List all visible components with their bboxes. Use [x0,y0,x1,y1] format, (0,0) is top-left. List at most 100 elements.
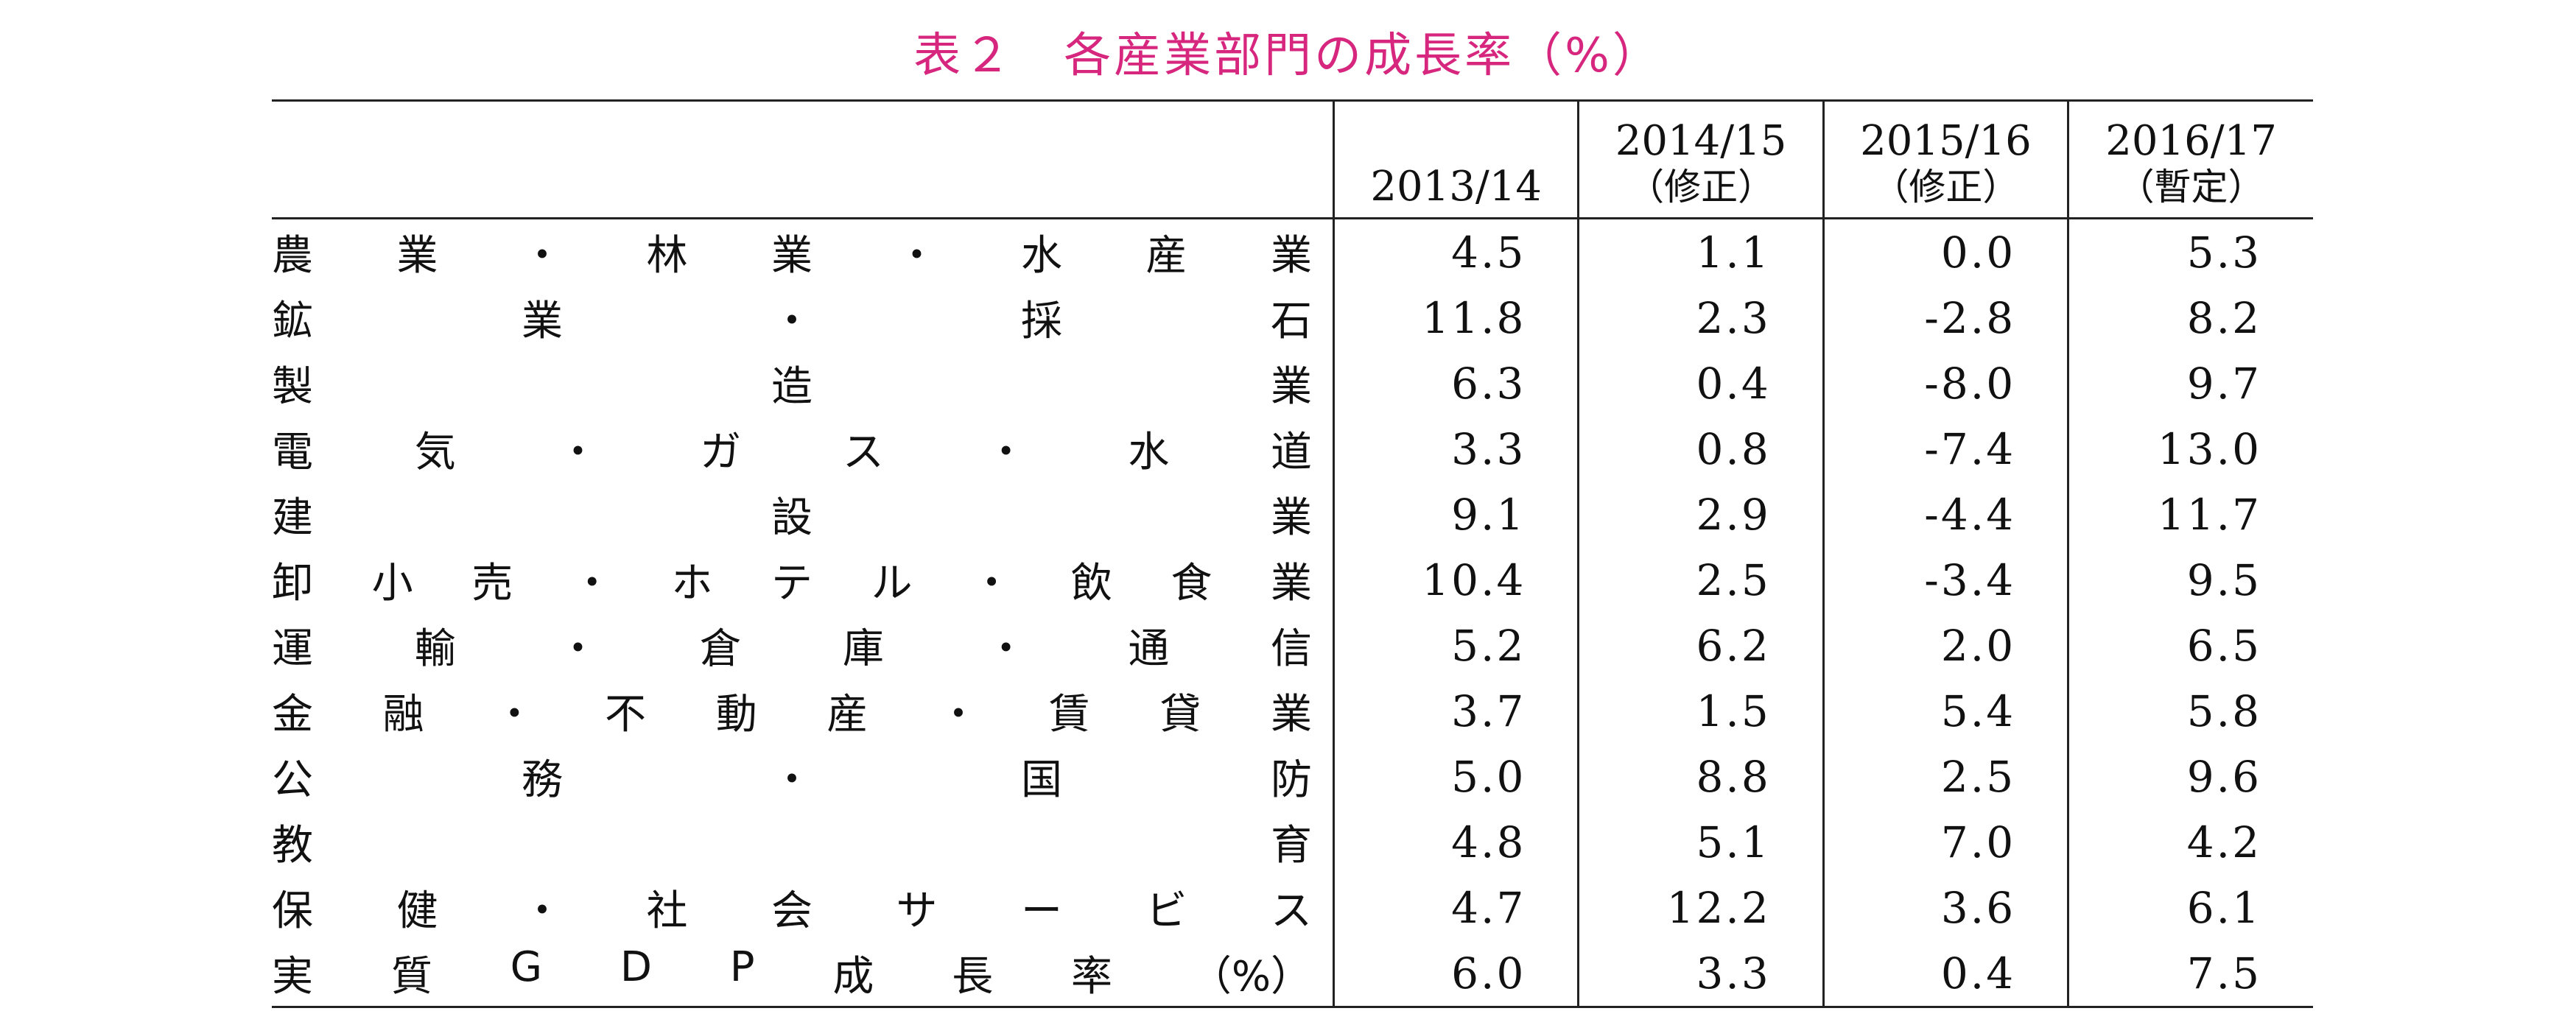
table-row: 農業・林業・水産業 4.5 1.1 0.0 5.3 [272,218,2313,286]
row-label: 卸小売・ホテル・飲食業 [272,547,1334,613]
value-cell: 9.5 [2067,547,2313,613]
value-cell: 9.7 [2067,350,2313,416]
value-cell: 6.3 [1333,350,1579,416]
row-label: 鉱業・採石 [272,285,1334,350]
column-note: （修正） [1872,166,2020,208]
row-label: 電気・ガス・水道 [272,416,1334,482]
column-header-2013-14: 2013/14 [1333,99,1579,219]
value-cell: 1.5 [1577,678,1824,744]
value-cell: -2.8 [1822,285,2068,350]
value-cell: 13.0 [2067,416,2313,482]
value-cell: -7.4 [1822,416,2068,482]
row-label-text: 保健・社会サービス [272,887,1312,935]
row-label: 建設業 [272,482,1334,547]
value-cell: 2.5 [1577,547,1824,613]
column-year: 2016/17 [2105,117,2277,165]
table-row: 保健・社会サービス 4.7 12.2 3.6 6.1 [272,875,2313,940]
table-row: 建設業 9.1 2.9 -4.4 11.7 [272,482,2313,547]
row-label: 保健・社会サービス [272,875,1334,940]
row-label-text: 卸小売・ホテル・飲食業 [272,560,1312,607]
growth-rate-table: 2013/14 2014/15 （修正） 2015/16 （修正） 2016/1… [272,99,2313,1008]
table-row: 卸小売・ホテル・飲食業 10.4 2.5 -3.4 9.5 [272,547,2313,613]
value-cell: -8.0 [1822,350,2068,416]
column-note: （修正） [1627,166,1775,208]
column-header-2016-17: 2016/17 （暫定） [2067,99,2313,219]
row-label-text: 運輸・倉庫・通信 [272,625,1313,673]
value-cell: 9.1 [1333,482,1579,547]
row-label-text: 鉱業・採石 [272,297,1312,345]
value-cell: 5.3 [2067,218,2313,285]
table-row: 教育 4.8 5.1 7.0 4.2 [272,809,2313,875]
value-cell: 3.3 [1577,940,1824,1008]
table-row: 製造業 6.3 0.4 -8.0 9.7 [272,350,2313,416]
table-row: 公務・国防 5.0 8.8 2.5 9.6 [272,744,2313,809]
row-label-text: 教育 [272,822,1313,870]
value-cell: 2.0 [1822,613,2068,678]
row-label: 金融・不動産・賃貸業 [272,678,1334,744]
header-row: 2013/14 2014/15 （修正） 2015/16 （修正） 2016/1… [272,99,2313,219]
value-cell: 6.1 [2067,875,2313,940]
value-cell: 4.2 [2067,809,2313,875]
value-cell: 5.2 [1333,613,1579,678]
value-cell: 7.5 [2067,940,2313,1008]
value-cell: 11.8 [1333,285,1579,350]
column-year: 2014/15 [1615,117,1787,165]
value-cell: 2.5 [1822,744,2068,809]
row-label: 実質 G D P 成長率（%） [272,940,1334,1008]
value-cell: 8.2 [2067,285,2313,350]
value-cell: 11.7 [2067,482,2313,547]
row-label-text: 農業・林業・水産業 [272,232,1312,280]
table-body: 農業・林業・水産業 4.5 1.1 0.0 5.3 鉱業・採石 11.8 2.3 -2.8 8.2… [272,218,2313,1008]
table-row: 鉱業・採石 11.8 2.3 -2.8 8.2 [272,285,2313,350]
value-cell: 4.8 [1333,809,1579,875]
row-label-text: 建設業 [272,494,1313,542]
row-label: 製造業 [272,350,1334,416]
row-label-text: 金融・不動産・賃貸業 [272,691,1313,739]
value-cell: -3.4 [1822,547,2068,613]
value-cell: 7.0 [1822,809,2068,875]
row-label: 公務・国防 [272,744,1334,809]
value-cell: 5.8 [2067,678,2313,744]
value-cell: 0.4 [1577,350,1824,416]
value-cell: 1.1 [1577,218,1824,285]
row-label-text: 公務・国防 [272,756,1312,804]
value-cell: 12.2 [1577,875,1824,940]
table-row: 実質 G D P 成長率（%） 6.0 3.3 0.4 7.5 [272,940,2313,1008]
value-cell: 0.4 [1822,940,2068,1008]
value-cell: 10.4 [1333,547,1579,613]
row-label-text: 電気・ガス・水道 [272,429,1313,476]
value-cell: 6.2 [1577,613,1824,678]
value-cell: 6.0 [1333,940,1579,1008]
value-cell: 2.3 [1577,285,1824,350]
value-cell: 4.5 [1333,218,1579,285]
value-cell: 3.6 [1822,875,2068,940]
row-label-text: 製造業 [272,363,1313,411]
header-blank-cell [272,99,1334,219]
value-cell: 3.3 [1333,416,1579,482]
value-cell: 5.4 [1822,678,2068,744]
row-label-text: 実質 G D P 成長率（%） [272,943,1313,1001]
table-row: 電気・ガス・水道 3.3 0.8 -7.4 13.0 [272,416,2313,482]
value-cell: 0.8 [1577,416,1824,482]
value-cell: 8.8 [1577,744,1824,809]
value-cell: 5.0 [1333,744,1579,809]
value-cell: -4.4 [1822,482,2068,547]
column-year: 2013/14 [1370,163,1543,211]
row-label: 農業・林業・水産業 [272,219,1334,286]
row-label: 教育 [272,809,1334,875]
column-year: 2015/16 [1860,117,2032,165]
value-cell: 6.5 [2067,613,2313,678]
value-cell: 9.6 [2067,744,2313,809]
table-title: 表２ 各産業部門の成長率（%） [913,29,1663,83]
table-row: 運輸・倉庫・通信 5.2 6.2 2.0 6.5 [272,613,2313,678]
row-label: 運輸・倉庫・通信 [272,613,1334,678]
column-header-2014-15: 2014/15 （修正） [1577,99,1824,219]
value-cell: 0.0 [1822,218,2068,285]
value-cell: 2.9 [1577,482,1824,547]
value-cell: 3.7 [1333,678,1579,744]
column-note: （暫定） [2117,166,2265,208]
table-row: 金融・不動産・賃貸業 3.7 1.5 5.4 5.8 [272,678,2313,744]
column-header-2015-16: 2015/16 （修正） [1822,99,2068,219]
value-cell: 4.7 [1333,875,1579,940]
value-cell: 5.1 [1577,809,1824,875]
